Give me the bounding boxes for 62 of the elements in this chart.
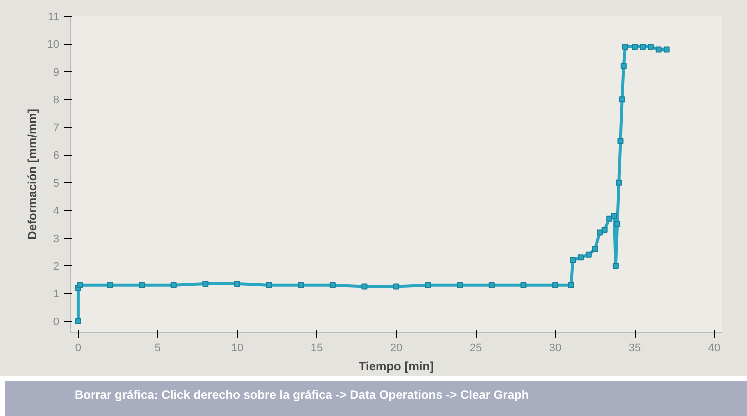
point: [640, 44, 646, 50]
point: [622, 44, 628, 50]
point: [362, 284, 368, 290]
point: [618, 138, 624, 144]
y-tick-label: 3: [53, 233, 60, 246]
point: [425, 282, 432, 288]
point: [648, 44, 654, 50]
point: [170, 282, 177, 288]
y-tick-label: 4: [53, 206, 60, 218]
y-tick-label: 5: [53, 178, 60, 190]
x-tick-label: 40: [708, 342, 721, 354]
point: [616, 180, 622, 186]
y-tick-label: 9: [53, 66, 60, 79]
point: [611, 213, 618, 220]
point: [394, 284, 400, 290]
x-axis-title: Tiempo [min]: [358, 360, 434, 374]
point: [520, 282, 527, 288]
x-tick-label: 25: [470, 342, 482, 354]
point: [330, 282, 336, 288]
point: [612, 262, 619, 269]
point: [568, 282, 574, 288]
point: [139, 282, 146, 288]
x-tick-label: 5: [154, 342, 162, 354]
point: [107, 282, 114, 288]
point: [664, 46, 670, 53]
point: [578, 254, 584, 261]
point: [75, 318, 82, 324]
point: [298, 282, 304, 288]
point: [234, 280, 240, 287]
point: [632, 44, 638, 50]
point: [266, 282, 272, 288]
point: [592, 246, 598, 252]
y-tick-label: 10: [47, 39, 60, 52]
point: [552, 282, 559, 288]
y-tick-label: 1: [53, 288, 60, 301]
x-tick-label: 15: [310, 342, 324, 354]
x-tick-label: 30: [549, 342, 562, 354]
x-tick-label: 0: [75, 342, 82, 354]
point: [597, 230, 604, 236]
text: Borrar gráfica: Click derecho sobre la gráfica -> Data Operations -> Clear Graph: [75, 387, 530, 404]
point: [488, 282, 495, 288]
y-tick-label: 0: [53, 316, 60, 328]
y-tick-label: 7: [53, 122, 60, 134]
y-tick-label: 6: [53, 150, 60, 162]
point: [619, 96, 626, 103]
point: [570, 257, 576, 264]
point: [656, 46, 662, 53]
y-axis-title: Deformación [mm/mm]: [25, 109, 40, 240]
y-tick-label: 2: [53, 260, 60, 273]
point: [77, 282, 84, 288]
x-tick-label: 20: [390, 342, 403, 354]
y-tick-label: 11: [48, 12, 60, 24]
point: [614, 221, 621, 228]
point: [606, 216, 613, 222]
point: [620, 63, 627, 70]
point: [586, 252, 592, 258]
x-tick-label: 35: [628, 342, 642, 354]
x-tick-label: 10: [231, 342, 244, 354]
point: [202, 280, 209, 287]
y-tick-label: 8: [53, 94, 60, 107]
point: [602, 226, 608, 233]
point: [457, 282, 464, 288]
